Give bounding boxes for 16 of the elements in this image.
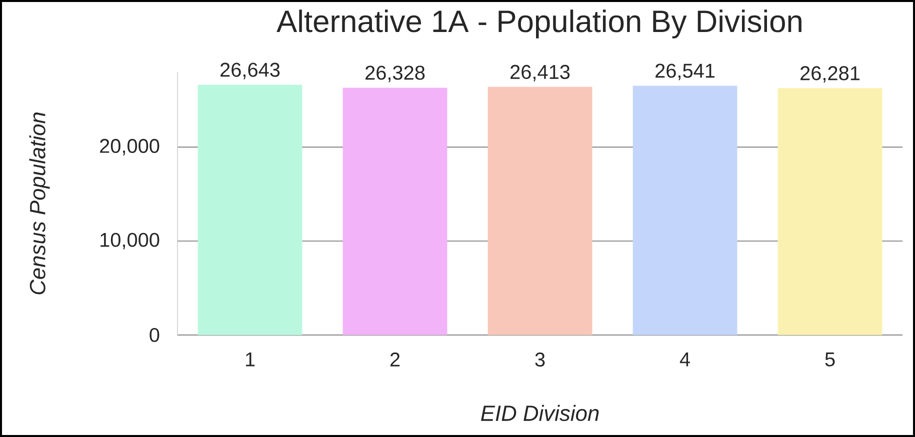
data-label: 26,413 <box>510 64 570 82</box>
chart-title: Alternative 1A - Population By Division <box>276 10 802 38</box>
x-tick-label: 4 <box>680 352 690 366</box>
data-label: 26,643 <box>220 62 280 80</box>
x-tick-label: 2 <box>390 352 400 366</box>
y-tick-label: 0 <box>150 328 160 342</box>
x-axis-title: EID Division <box>481 404 599 422</box>
x-tick-label: 3 <box>535 352 545 367</box>
data-label: 26,281 <box>800 66 860 83</box>
y-tick-label: 20,000 <box>100 138 160 156</box>
data-label: 26,541 <box>656 64 714 80</box>
x-tick-label: 1 <box>246 352 255 366</box>
y-tick-label: 10,000 <box>100 232 160 250</box>
data-label: 26,328 <box>366 66 425 82</box>
y-axis-title: Census Population <box>29 112 50 294</box>
x-tick-label: 5 <box>825 352 835 366</box>
